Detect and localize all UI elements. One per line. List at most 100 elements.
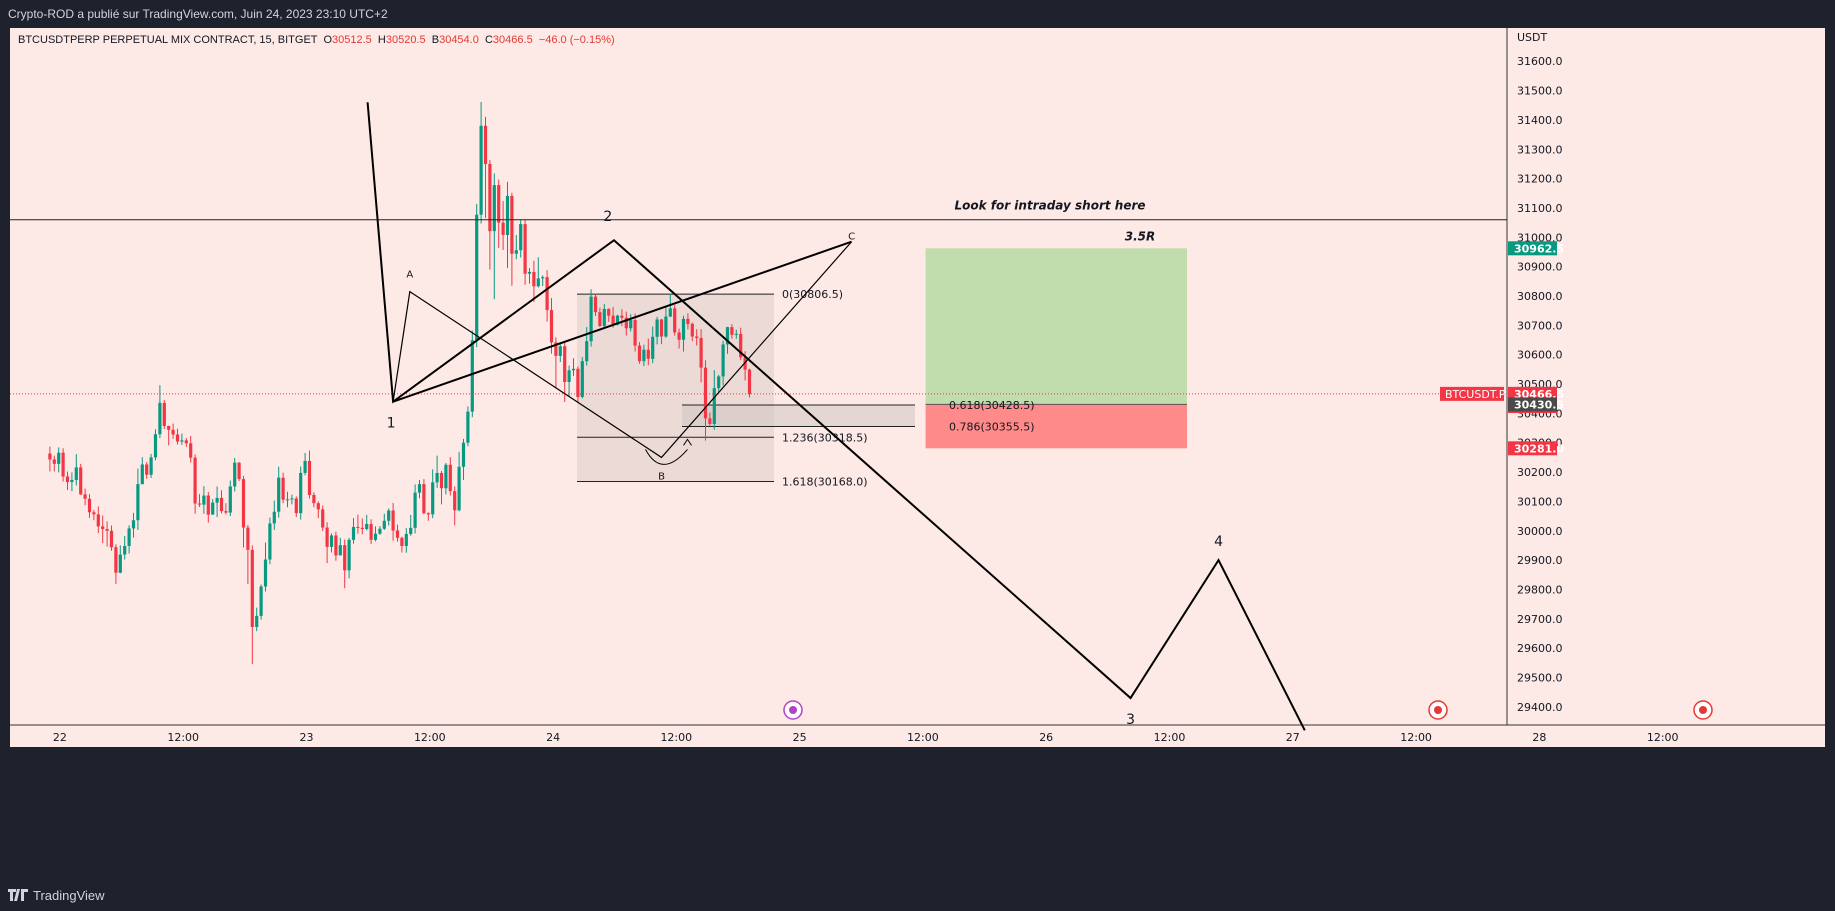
- fib-level-label: 0.786(30355.5): [949, 420, 1035, 433]
- candle-body: [329, 535, 334, 547]
- time-tick-label: 28: [1532, 731, 1546, 744]
- footer-brand[interactable]: TradingView: [33, 887, 105, 903]
- loss-zone: [925, 404, 1187, 449]
- candle-body: [233, 462, 237, 487]
- candle-body: [365, 524, 369, 530]
- candle-body: [149, 457, 153, 475]
- time-tick-label: 12:00: [907, 731, 939, 744]
- candle-body: [712, 388, 716, 424]
- price-tick-label: 29600.0: [1517, 642, 1563, 655]
- price-chart[interactable]: 3.5R 0(30806.5) 0.618(30428.5) 0.786(30355…: [10, 28, 1825, 875]
- time-tick-label: 23: [300, 731, 314, 744]
- candle-body: [136, 484, 140, 521]
- price-tick-label: 30700.0: [1517, 319, 1563, 332]
- candle-body: [637, 345, 642, 362]
- candle-body: [387, 510, 391, 521]
- candle-body: [255, 615, 259, 628]
- candle-body: [281, 477, 285, 500]
- candle-body: [382, 520, 386, 529]
- price-tick-label: 31300.0: [1517, 143, 1563, 156]
- candle-body: [646, 349, 650, 359]
- high-label: H: [377, 34, 386, 46]
- candle-body: [563, 346, 567, 382]
- candle-body: [571, 368, 576, 371]
- wave-4-label: 4: [1214, 534, 1223, 550]
- candle-body: [351, 526, 356, 540]
- candle-body: [475, 214, 479, 341]
- candle-body: [206, 495, 210, 515]
- candle-body: [457, 466, 461, 511]
- candle-body: [668, 308, 672, 317]
- time-tick-label: 24: [546, 731, 560, 744]
- high-value: 30520.5: [385, 34, 426, 46]
- price-tick-label: 30000.0: [1517, 525, 1563, 538]
- candle-body: [505, 195, 510, 235]
- candle-body: [83, 494, 87, 499]
- candle-body: [554, 342, 558, 356]
- candle-body: [153, 434, 158, 458]
- candle-body: [246, 527, 250, 550]
- time-tick-label: 12:00: [167, 731, 199, 744]
- candle-body: [74, 467, 78, 481]
- candle-body: [96, 514, 100, 527]
- candle-body: [593, 296, 598, 313]
- candle-body: [378, 528, 382, 534]
- candle-body: [312, 494, 316, 504]
- candle-body: [127, 528, 131, 547]
- price-tick-label: 31100.0: [1517, 202, 1563, 215]
- candle-body: [708, 418, 712, 424]
- candle-body: [299, 472, 303, 514]
- candle-body: [453, 491, 457, 511]
- candle-body: [448, 464, 452, 492]
- candle-body: [395, 530, 400, 538]
- candle-body: [356, 526, 360, 528]
- candle-body: [629, 320, 633, 329]
- candle-body: [734, 333, 738, 335]
- candle-body: [171, 429, 175, 435]
- candle-body: [677, 332, 681, 340]
- candle-body: [228, 486, 232, 513]
- candle-body: [321, 509, 325, 528]
- price-axis-bg: [1507, 28, 1825, 875]
- tradingview-logo-icon: [8, 889, 28, 901]
- time-tick-label: 12:00: [1647, 731, 1679, 744]
- price-tag-label: 30962.5: [1514, 242, 1564, 255]
- candle-body: [272, 511, 276, 524]
- candle-body: [558, 346, 562, 356]
- candle-body: [589, 296, 593, 342]
- elliott-wave-path: [366, 102, 1306, 731]
- candle-body: [417, 484, 422, 493]
- wave-1-label: 1: [387, 416, 396, 432]
- profit-zone: [925, 248, 1187, 405]
- candle-body: [48, 453, 52, 460]
- candle-body: [189, 443, 193, 458]
- candle-body: [690, 323, 694, 337]
- candle-body: [391, 510, 395, 531]
- chart-area[interactable]: 3.5R 0(30806.5) 0.618(30428.5) 0.786(30355…: [10, 28, 1825, 875]
- candle-body: [180, 440, 184, 442]
- publisher-header: Crypto-ROD a publié sur TradingView.com,…: [0, 0, 1835, 28]
- price-tick-label: 31500.0: [1517, 85, 1563, 98]
- candle-body: [703, 367, 708, 419]
- price-tick-label: 31200.0: [1517, 173, 1563, 186]
- flash-event-icon-dot: [789, 706, 797, 714]
- candle-body: [334, 535, 338, 556]
- candle-body: [607, 308, 611, 316]
- candle-body: [651, 336, 655, 359]
- candle-body: [373, 533, 378, 540]
- candle-body: [413, 492, 417, 528]
- candle-body: [70, 480, 74, 483]
- candle-body: [699, 337, 703, 368]
- candle-body: [536, 278, 540, 287]
- price-tick-label: 30900.0: [1517, 261, 1563, 274]
- price-tag-bg: [1508, 397, 1557, 412]
- candle-body: [488, 163, 492, 232]
- fib-level-label: 1.618(30168.0): [782, 475, 868, 488]
- wave-2-label: 2: [603, 209, 612, 225]
- candle-body: [422, 484, 426, 514]
- price-tick-label: 31600.0: [1517, 55, 1563, 68]
- candle-body: [92, 512, 96, 515]
- symbol-tag-label: BTCUSDT.P: [1445, 388, 1506, 401]
- candle-body: [404, 533, 408, 547]
- candle-body: [400, 537, 404, 547]
